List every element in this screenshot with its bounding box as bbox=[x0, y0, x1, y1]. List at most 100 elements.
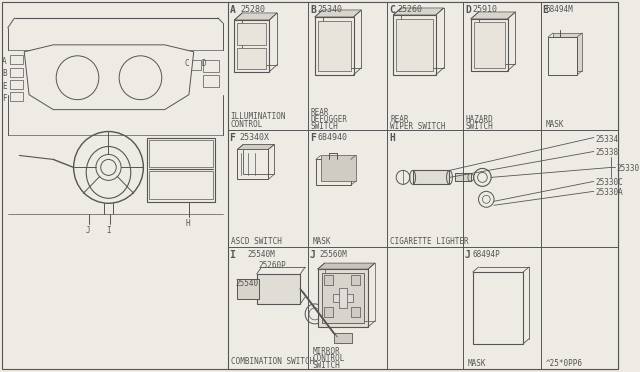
Text: SWITCH: SWITCH bbox=[311, 122, 339, 131]
Text: D: D bbox=[202, 59, 206, 68]
Text: F: F bbox=[2, 94, 6, 103]
Text: E: E bbox=[2, 82, 6, 91]
Bar bbox=[10, 55, 23, 64]
Text: MASK: MASK bbox=[313, 237, 332, 246]
Text: C: C bbox=[184, 59, 189, 68]
Text: 25330A: 25330A bbox=[596, 188, 623, 197]
Bar bbox=[237, 48, 266, 69]
Text: J: J bbox=[465, 250, 471, 260]
Text: H: H bbox=[389, 132, 396, 142]
Text: 25910: 25910 bbox=[473, 5, 498, 14]
Text: WIPER SWITCH: WIPER SWITCH bbox=[390, 122, 446, 131]
Text: HAZARD: HAZARD bbox=[466, 115, 493, 124]
Text: MASK: MASK bbox=[545, 119, 564, 129]
Text: I: I bbox=[230, 250, 236, 260]
Text: 25260: 25260 bbox=[397, 5, 422, 14]
Text: 25560M: 25560M bbox=[319, 250, 348, 259]
Bar bbox=[257, 274, 300, 304]
Bar bbox=[324, 263, 375, 321]
Bar bbox=[339, 288, 347, 308]
Text: B: B bbox=[2, 69, 6, 78]
Bar bbox=[147, 138, 215, 202]
Text: CONTROL: CONTROL bbox=[313, 354, 345, 363]
Bar bbox=[204, 75, 219, 87]
Bar bbox=[97, 70, 118, 86]
Text: D: D bbox=[465, 5, 471, 15]
Text: 25338: 25338 bbox=[596, 148, 619, 157]
Bar bbox=[234, 20, 269, 72]
Bar bbox=[479, 12, 515, 64]
Text: J: J bbox=[310, 250, 316, 260]
Bar bbox=[204, 60, 219, 72]
Bar bbox=[474, 22, 505, 68]
Text: 25340: 25340 bbox=[317, 5, 343, 14]
Text: 25330C: 25330C bbox=[596, 179, 623, 187]
Bar bbox=[149, 171, 213, 199]
Bar bbox=[334, 333, 351, 343]
Text: REAR: REAR bbox=[311, 108, 330, 117]
Text: 684940: 684940 bbox=[317, 132, 348, 141]
Bar bbox=[242, 13, 277, 65]
Text: C: C bbox=[389, 5, 396, 15]
Text: H: H bbox=[186, 219, 191, 228]
Bar bbox=[324, 307, 333, 317]
Bar bbox=[394, 15, 436, 75]
Bar bbox=[471, 19, 508, 71]
Text: MIRROR: MIRROR bbox=[313, 347, 340, 356]
Bar bbox=[10, 68, 23, 77]
Text: MASK: MASK bbox=[468, 359, 486, 368]
Bar bbox=[317, 21, 351, 71]
Bar bbox=[321, 155, 355, 182]
Text: A: A bbox=[2, 57, 6, 66]
Bar bbox=[10, 80, 23, 89]
Bar bbox=[316, 160, 351, 185]
Polygon shape bbox=[471, 12, 515, 19]
Text: 25334: 25334 bbox=[596, 135, 619, 144]
Bar bbox=[553, 33, 582, 71]
Bar bbox=[548, 37, 577, 75]
Bar bbox=[10, 92, 23, 101]
Text: SWITCH: SWITCH bbox=[466, 122, 493, 131]
Bar bbox=[237, 279, 259, 299]
Polygon shape bbox=[317, 263, 375, 269]
Text: 25340X: 25340X bbox=[239, 132, 269, 141]
Polygon shape bbox=[237, 144, 274, 150]
Bar bbox=[187, 60, 200, 70]
Bar bbox=[396, 19, 433, 71]
Bar bbox=[351, 307, 360, 317]
Bar bbox=[237, 150, 268, 179]
Polygon shape bbox=[315, 10, 362, 17]
Bar bbox=[149, 140, 213, 167]
Text: 25540: 25540 bbox=[236, 279, 259, 288]
Bar bbox=[333, 294, 353, 302]
Text: ILLUMINATION: ILLUMINATION bbox=[230, 112, 286, 121]
Text: F: F bbox=[310, 132, 316, 142]
Text: DEFOGGER: DEFOGGER bbox=[311, 115, 348, 124]
Text: COMBINATION SWITCH: COMBINATION SWITCH bbox=[230, 357, 314, 366]
Bar bbox=[401, 8, 444, 68]
Text: J: J bbox=[85, 226, 90, 235]
Bar bbox=[315, 17, 353, 75]
Bar bbox=[351, 275, 360, 285]
Text: 68494P: 68494P bbox=[473, 250, 500, 259]
Bar bbox=[317, 269, 368, 327]
Bar bbox=[243, 144, 274, 174]
Text: 25540M: 25540M bbox=[247, 250, 275, 259]
Text: 25260P: 25260P bbox=[259, 261, 286, 270]
Text: CONTROL: CONTROL bbox=[230, 119, 263, 129]
Text: ASCD SWITCH: ASCD SWITCH bbox=[230, 237, 282, 246]
Bar bbox=[324, 275, 333, 285]
Text: 68494M: 68494M bbox=[545, 5, 573, 14]
Text: 25280: 25280 bbox=[240, 5, 265, 14]
Text: A: A bbox=[230, 5, 236, 15]
Polygon shape bbox=[24, 45, 194, 110]
Bar bbox=[322, 273, 364, 323]
Text: I: I bbox=[106, 226, 111, 235]
Text: SWITCH: SWITCH bbox=[313, 361, 340, 370]
Text: B: B bbox=[310, 5, 316, 15]
Bar bbox=[473, 272, 523, 344]
Polygon shape bbox=[394, 8, 444, 15]
Bar bbox=[323, 10, 362, 68]
Bar bbox=[237, 23, 266, 45]
Text: 25330: 25330 bbox=[616, 164, 639, 173]
